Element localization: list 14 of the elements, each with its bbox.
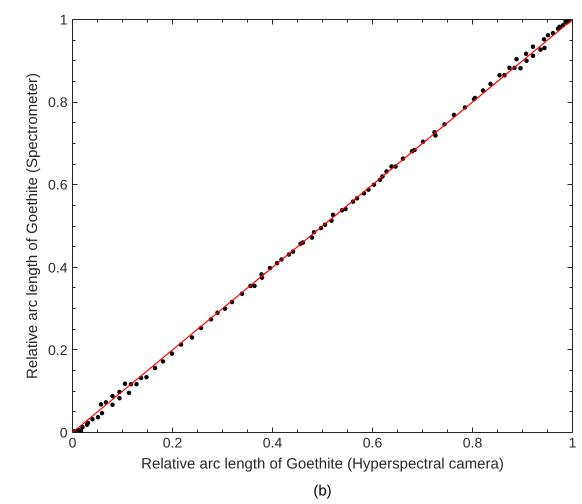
x-tick-label: 0.2 — [162, 434, 182, 450]
y-tick-label: 0.4 — [48, 259, 68, 276]
text: (b) — [313, 482, 332, 500]
x-tick-label: 1 — [568, 434, 577, 450]
y-tick-label: 0.6 — [48, 176, 68, 193]
y-axis-title: Relative arc length of Goethite (Spectrometer) — [24, 73, 42, 379]
x-tick-label: 0.6 — [362, 434, 382, 450]
y-tick-label: 0.8 — [48, 94, 68, 110]
y-tick-label: 0.2 — [48, 342, 68, 358]
x-tick-label: 0.4 — [262, 434, 282, 450]
y-tick-label: 0 — [60, 424, 68, 440]
x-axis-title: Relative arc length of Goethite (Hyperspectral camera) — [141, 456, 504, 472]
x-tick-label: 0.8 — [462, 434, 482, 450]
y-tick-label: 1 — [60, 12, 68, 28]
